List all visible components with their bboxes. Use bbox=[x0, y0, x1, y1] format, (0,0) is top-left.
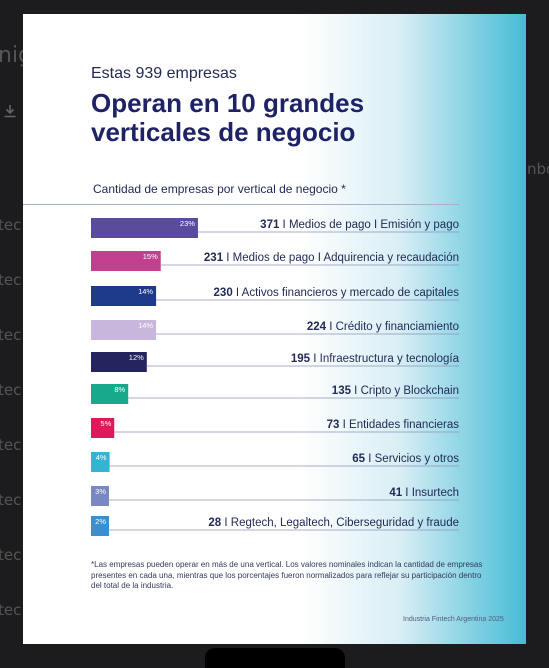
category-name: I Crédito y financiamiento bbox=[326, 321, 459, 333]
title-line: verticales de negocio bbox=[91, 117, 356, 147]
bar bbox=[91, 352, 147, 372]
category-label: 65 I Servicios y otros bbox=[352, 453, 459, 465]
value-label: 28 bbox=[208, 517, 221, 529]
background-text: tec bbox=[0, 491, 22, 509]
category-label: 231 I Medios de pago I Adquirencia y rec… bbox=[204, 252, 459, 264]
infographic-title: Operan en 10 grandes verticales de negoc… bbox=[91, 89, 411, 147]
bar bbox=[91, 384, 129, 404]
category-name: I Cripto y Blockchain bbox=[351, 385, 459, 397]
value-label: 65 bbox=[352, 453, 365, 465]
background-text: tec bbox=[0, 326, 22, 344]
percent-label: 12% bbox=[129, 353, 144, 362]
source-credit: Industria Fintech Argentina 2025 bbox=[403, 616, 504, 623]
percent-label: 23% bbox=[180, 219, 195, 228]
percent-label: 2% bbox=[95, 517, 106, 526]
value-label: 224 bbox=[307, 321, 327, 333]
value-label: 230 bbox=[214, 287, 233, 299]
infographic-card: Estas 939 empresas Operan en 10 grandes … bbox=[23, 14, 526, 644]
background-text: tec bbox=[0, 271, 22, 289]
value-label: 41 bbox=[389, 487, 402, 499]
category-label: 230 I Activos financieros y mercado de c… bbox=[214, 287, 460, 299]
category-label: 41 I Insurtech bbox=[389, 487, 459, 499]
category-name: I Medios de pago I Emisión y pago bbox=[279, 219, 459, 231]
percent-label: 14% bbox=[138, 287, 153, 296]
title-line: Operan en 10 grandes bbox=[91, 88, 365, 118]
bar bbox=[91, 486, 109, 506]
value-label: 195 bbox=[291, 353, 311, 365]
percent-label: 8% bbox=[114, 385, 125, 394]
category-name: I Regtech, Legaltech, Ciberseguridad y f… bbox=[221, 517, 459, 529]
value-label: 371 bbox=[260, 219, 280, 231]
value-label: 231 bbox=[204, 252, 224, 264]
category-name: I Entidades financieras bbox=[339, 419, 459, 431]
infographic-subtitle: Estas 939 empresas bbox=[91, 65, 237, 82]
percent-label: 4% bbox=[96, 453, 107, 462]
value-label: 135 bbox=[332, 385, 352, 397]
category-name: I Infraestructura y tecnología bbox=[310, 353, 460, 365]
bar bbox=[91, 320, 157, 340]
bar bbox=[91, 418, 115, 438]
bottom-toolbar[interactable] bbox=[205, 648, 345, 668]
background-text: tec bbox=[0, 546, 22, 564]
bar bbox=[91, 286, 157, 306]
category-name: I Servicios y otros bbox=[365, 453, 459, 465]
header-divider bbox=[23, 204, 459, 205]
background-text: tec bbox=[0, 381, 22, 399]
percent-label: 15% bbox=[143, 252, 158, 261]
category-name: I Insurtech bbox=[402, 487, 459, 499]
footnote: *Las empresas pueden operar en más de un… bbox=[91, 560, 483, 590]
background-text: tec bbox=[0, 436, 22, 454]
category-label: 195 I Infraestructura y tecnología bbox=[291, 353, 460, 365]
category-name: I Medios de pago I Adquirencia y recauda… bbox=[223, 252, 459, 264]
bar bbox=[91, 251, 161, 271]
background-text: tec bbox=[0, 601, 22, 619]
percent-label: 3% bbox=[95, 487, 106, 496]
background-text: nbo bbox=[527, 160, 549, 178]
bar bbox=[91, 452, 110, 472]
download-icon[interactable] bbox=[3, 104, 17, 118]
category-label: 371 I Medios de pago I Emisión y pago bbox=[260, 219, 459, 231]
category-label: 135 I Cripto y Blockchain bbox=[332, 385, 459, 397]
chart-title: Cantidad de empresas por vertical de neg… bbox=[93, 182, 346, 196]
category-label: 224 I Crédito y financiamiento bbox=[307, 321, 459, 333]
bar bbox=[91, 516, 109, 536]
category-name: I Activos financieros y mercado de capit… bbox=[233, 287, 460, 299]
bar-chart: 23% 371 I Medios de pago I Emisión y pago… bbox=[91, 218, 460, 536]
percent-label: 14% bbox=[138, 321, 153, 330]
background-text: tec bbox=[0, 216, 22, 234]
percent-label: 5% bbox=[100, 419, 111, 428]
category-label: 73 I Entidades financieras bbox=[327, 419, 460, 431]
category-label: 28 I Regtech, Legaltech, Ciberseguridad … bbox=[208, 517, 459, 529]
bar bbox=[91, 218, 198, 238]
value-label: 73 bbox=[327, 419, 340, 431]
